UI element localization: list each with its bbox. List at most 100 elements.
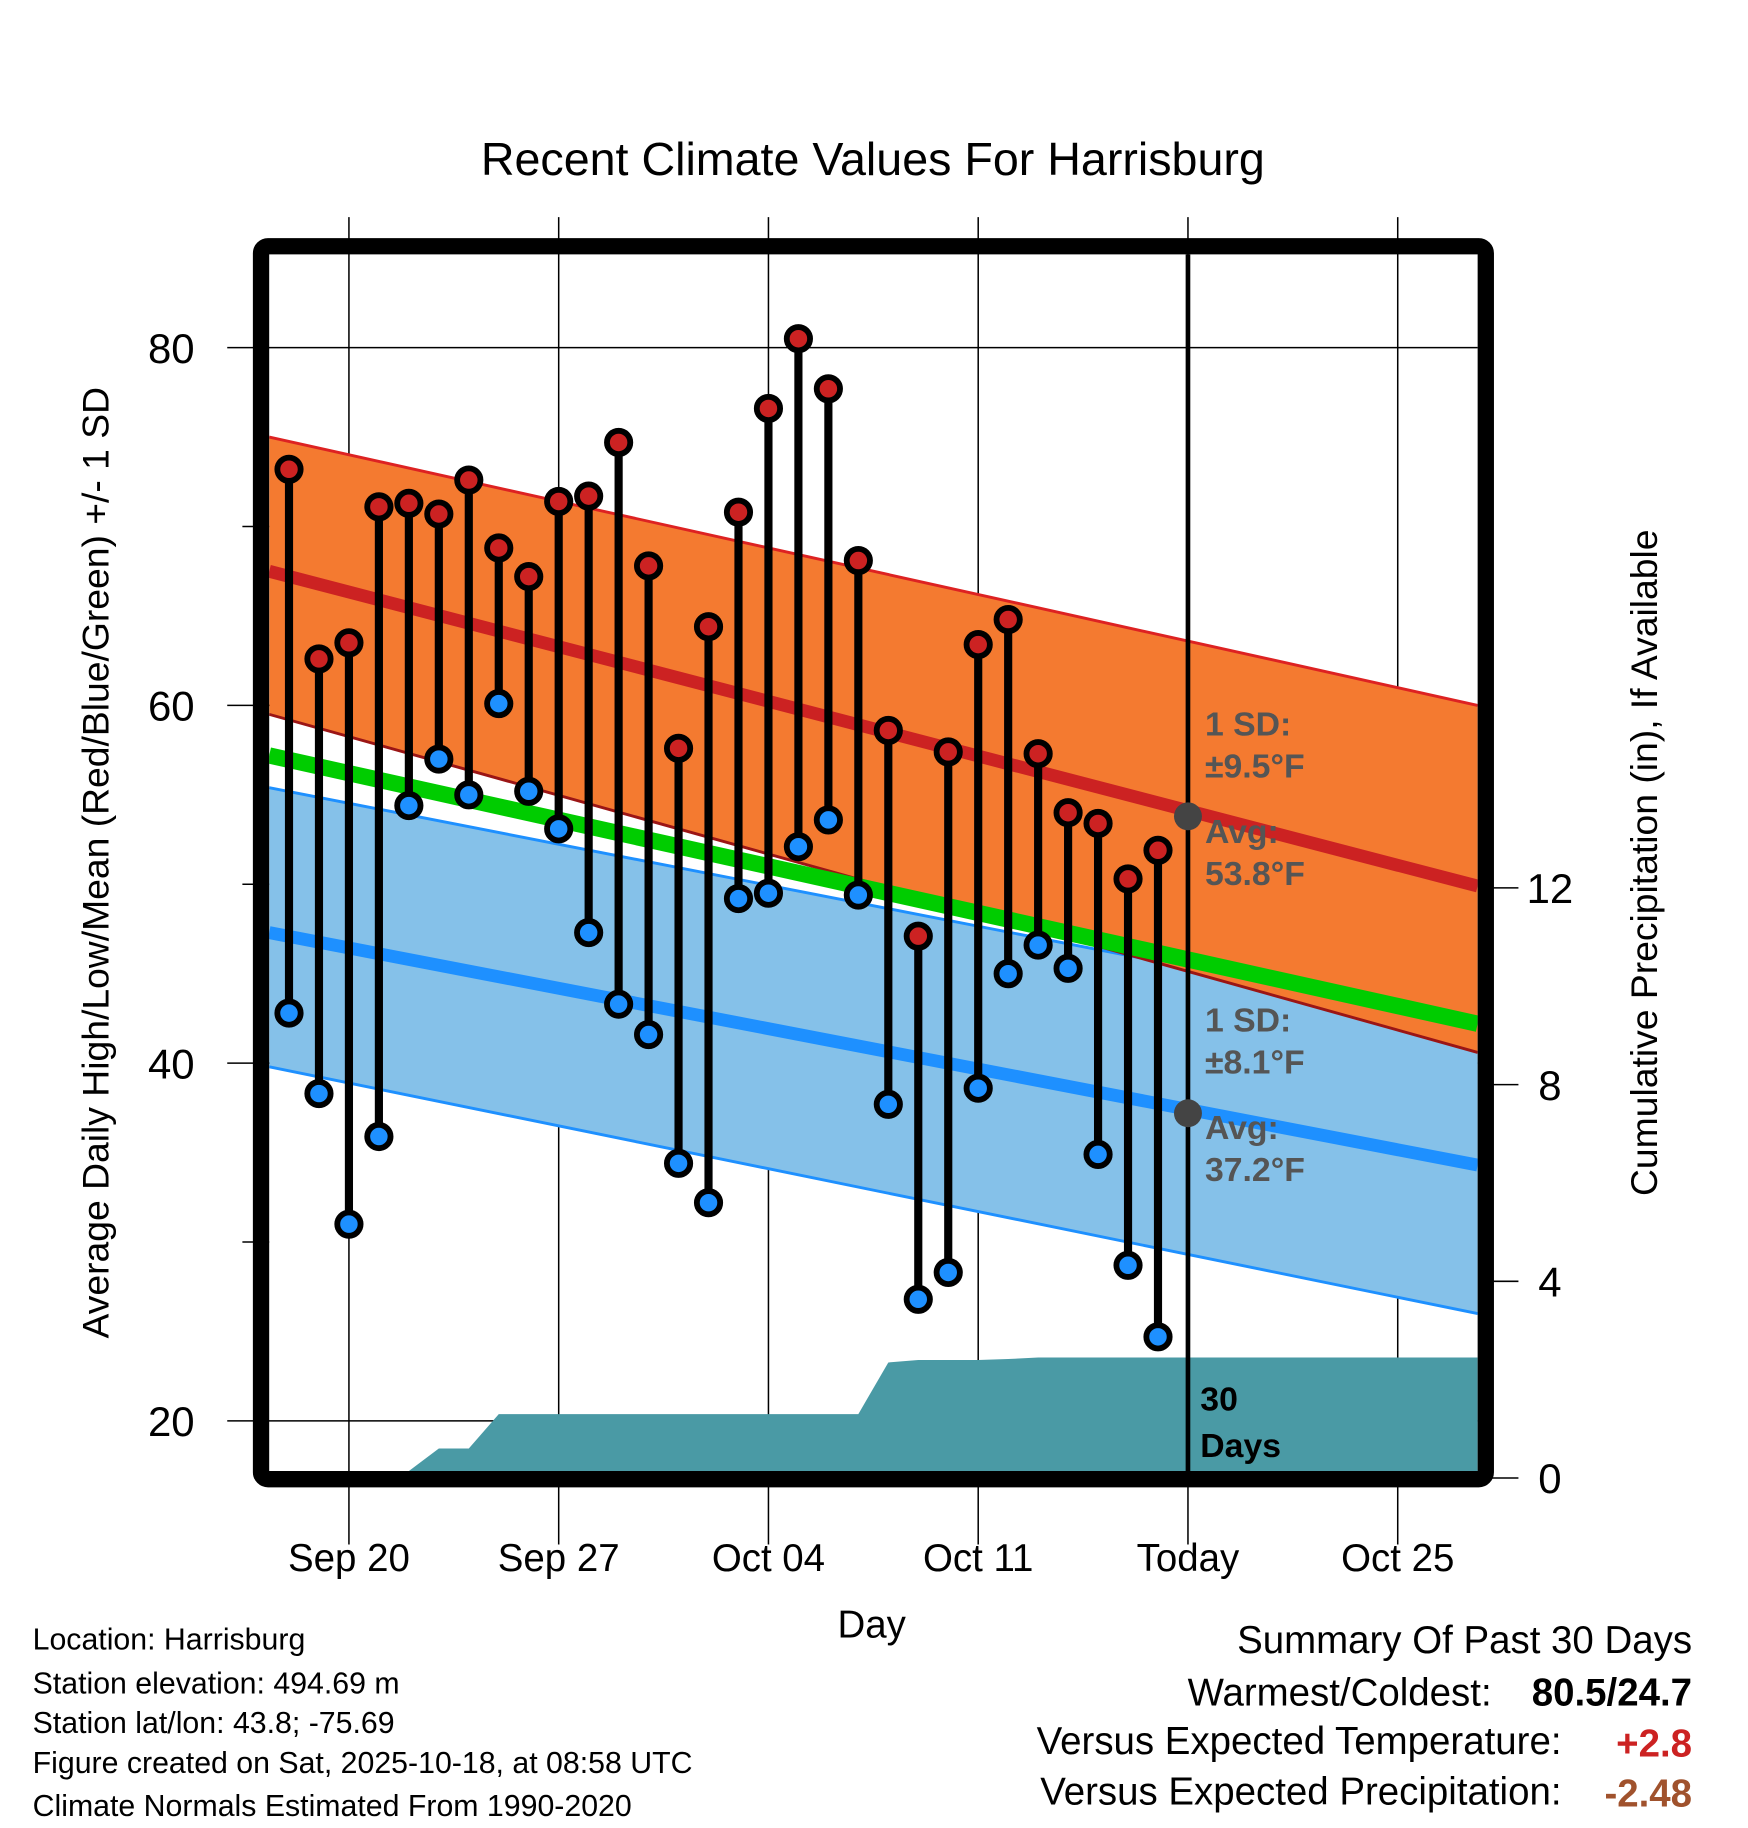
- y-axis-label: Average Daily High/Low/Mean (Red/Blue/Gr…: [74, 387, 116, 1338]
- low-point: [1053, 953, 1083, 983]
- x-tick-label: Sep 27: [498, 1537, 620, 1580]
- y2-tick-label: 0: [1538, 1455, 1561, 1502]
- x-tick-label: Oct 11: [923, 1537, 1033, 1580]
- high-point: [1053, 798, 1083, 828]
- precip-anomaly-label: Versus Expected Precipitation:: [1040, 1770, 1561, 1813]
- low-point: [304, 1079, 334, 1109]
- low-point: [514, 776, 544, 806]
- high-point: [783, 324, 813, 354]
- low-point: [753, 878, 784, 908]
- y-tick-label: 40: [148, 1040, 195, 1087]
- y2-tick-label: 12: [1527, 865, 1574, 912]
- high-point: [274, 454, 304, 484]
- temp-anomaly-value: +2.8: [1616, 1723, 1692, 1766]
- high-point: [304, 644, 334, 674]
- low-sd-label: 1 SD:: [1205, 1002, 1291, 1040]
- low-point: [634, 1019, 664, 1050]
- high-point: [1113, 864, 1143, 894]
- low-point: [813, 805, 843, 835]
- high-point: [963, 630, 993, 660]
- low-point: [424, 744, 454, 774]
- avg-low-line: [269, 926, 1478, 1172]
- high-point: [634, 551, 664, 581]
- high-point: [813, 374, 843, 404]
- high-point: [903, 921, 933, 951]
- info-elevation: Station elevation: 494.69 m: [33, 1668, 400, 1701]
- low-point: [574, 918, 604, 948]
- low-point: [484, 689, 514, 719]
- chart-title: Recent Climate Values For Harrisburg: [481, 133, 1265, 185]
- window-unit: Days: [1200, 1427, 1281, 1465]
- plot-frame: [252, 238, 1494, 1488]
- info-latlon: Station lat/lon: 43.8; -75.69: [33, 1707, 395, 1740]
- y2-axis-label: Cumulative Precipitation (in), If Availa…: [1623, 529, 1665, 1196]
- data-marks: [252, 238, 1494, 1488]
- warm-cold-value: 80.5/24.7: [1532, 1671, 1692, 1714]
- high-point: [574, 481, 604, 511]
- low-point: [663, 1148, 694, 1178]
- high-point: [334, 628, 364, 658]
- low-point: [993, 959, 1023, 989]
- low-point: [334, 1209, 364, 1239]
- high-sd-value: ±9.5°F: [1205, 748, 1305, 786]
- low-point: [364, 1121, 394, 1152]
- summary: Summary Of Past 30 Days Warmest/Coldest:…: [1037, 1619, 1692, 1816]
- high-point: [993, 604, 1023, 635]
- y2-tick-label: 8: [1538, 1062, 1561, 1109]
- tick-labels: Sep 20 Sep 27 Oct 04 Oct 11 Today Oct 2580604…: [148, 325, 1573, 1580]
- low-band-lower-edge: [269, 1065, 1478, 1316]
- y-tick-label: 80: [148, 325, 195, 372]
- low-point: [873, 1089, 903, 1119]
- precip-anomaly-value: -2.48: [1604, 1773, 1692, 1816]
- high-point: [544, 486, 574, 517]
- low-point: [1113, 1250, 1143, 1280]
- low-point: [723, 884, 754, 914]
- summary-title: Summary Of Past 30 Days: [1237, 1619, 1692, 1662]
- high-point: [933, 737, 963, 767]
- low-point: [963, 1073, 993, 1103]
- low-point: [1023, 930, 1053, 960]
- x-axis-label: Day: [837, 1604, 906, 1647]
- high-point: [873, 715, 903, 746]
- plot-area: [269, 254, 1478, 1472]
- y-tick-label: 20: [148, 1398, 195, 1445]
- x-tick-label: Oct 04: [712, 1537, 825, 1580]
- low-point: [394, 791, 424, 821]
- high-avg-label: Avg:: [1205, 813, 1279, 851]
- high-point: [663, 733, 694, 763]
- low-point: [933, 1257, 963, 1288]
- low-point: [274, 998, 304, 1028]
- y-tick-label: 60: [148, 683, 195, 730]
- high-sd-label: 1 SD:: [1205, 706, 1291, 744]
- high-point: [1023, 739, 1053, 769]
- high-point: [394, 488, 424, 518]
- high-point: [484, 533, 514, 563]
- high-point: [454, 465, 484, 495]
- high-avg-value: 53.8°F: [1205, 855, 1305, 893]
- low-point: [693, 1188, 724, 1218]
- high-point: [693, 612, 724, 642]
- annotations: 1 SD: ±9.5°F Avg: 53.8°F 1 SD: ±8.1°F Av…: [1200, 706, 1305, 1465]
- low-point: [1143, 1322, 1173, 1352]
- high-point: [1083, 808, 1113, 839]
- high-sd-band: [269, 437, 1478, 1053]
- info-location: Location: Harrisburg: [33, 1623, 306, 1656]
- precip-area: [269, 1357, 1478, 1472]
- low-point: [1083, 1139, 1113, 1169]
- window-number: 30: [1200, 1380, 1238, 1418]
- station-info: Location: Harrisburg Station elevation: …: [33, 1623, 693, 1823]
- high-point: [753, 393, 784, 424]
- warm-cold-label: Warmest/Coldest:: [1188, 1671, 1492, 1714]
- low-point: [604, 989, 634, 1019]
- low-sd-value: ±8.1°F: [1205, 1044, 1305, 1082]
- high-avg-marker: [1173, 802, 1202, 831]
- x-tick-label: Today: [1137, 1537, 1240, 1580]
- high-point: [843, 545, 873, 576]
- x-tick-label: Oct 25: [1341, 1537, 1454, 1580]
- low-avg-label: Avg:: [1205, 1109, 1279, 1147]
- low-point: [783, 832, 813, 862]
- low-point: [903, 1284, 933, 1314]
- low-point: [454, 780, 484, 810]
- info-created: Figure created on Sat, 2025-10-18, at 08…: [33, 1747, 693, 1780]
